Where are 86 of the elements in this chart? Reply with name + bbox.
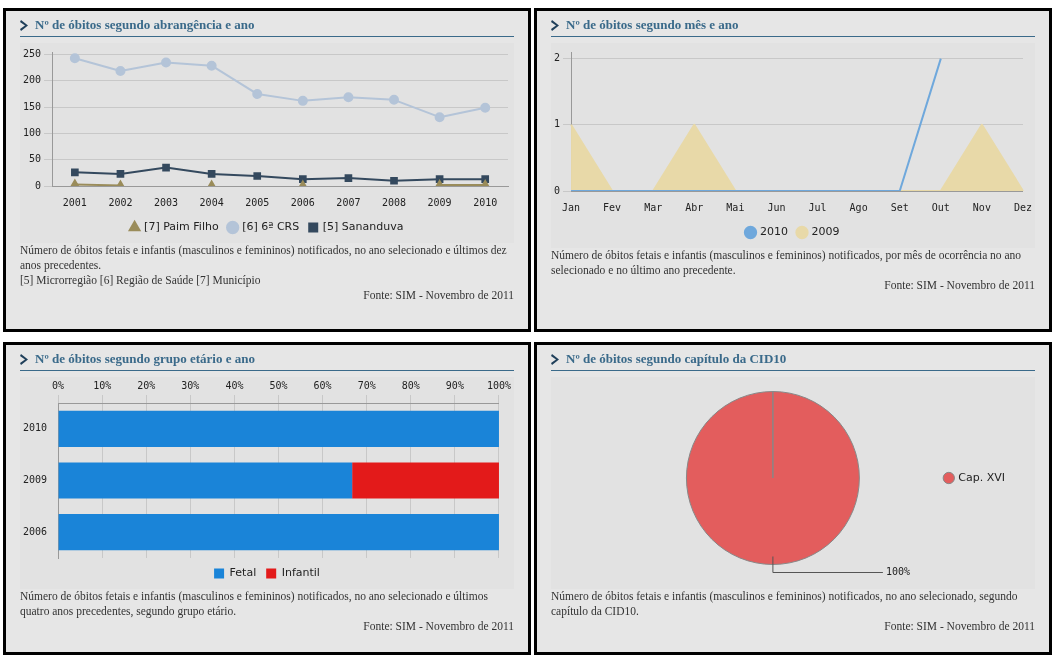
- point: [162, 163, 170, 172]
- text: Número de óbitos fetais e infantis (masculinos e femininos) notificados, no ano selecionado e últimos quatro anos precedentes, segundo grupo etário.: [20, 589, 489, 619]
- legend-label: 2010: [760, 225, 789, 239]
- y-tick-label: 100: [23, 127, 42, 139]
- legend-label: Cap. XVI: [958, 470, 1005, 484]
- x-tick-label: 50%: [269, 379, 288, 391]
- chart-title: Nº de óbitos segundo capítulo da CID10: [566, 351, 787, 367]
- legend-label: 2009: [811, 225, 840, 239]
- chart-title: Nº de óbitos segundo abrangência e ano: [35, 17, 255, 33]
- x-tick-label: Jun: [767, 201, 786, 213]
- y-tick-label: 2009: [22, 474, 48, 486]
- text: [5] Microrregião [6] Região de Saúde [7] Município: [20, 273, 262, 288]
- x-tick-label: Fev: [603, 201, 622, 213]
- text: Número de óbitos fetais e infantis (masculinos e femininos) notificados, por mês de ocorrência no ano selecionado e no último ano precedente.: [551, 248, 1023, 278]
- x-tick-label: 2007: [336, 196, 361, 208]
- x-tick-label: 2010: [473, 196, 498, 208]
- point: [253, 172, 262, 180]
- point: [115, 65, 126, 76]
- point: [390, 176, 398, 185]
- point: [70, 179, 80, 186]
- x-tick-label: 10%: [93, 379, 112, 391]
- point: [69, 53, 80, 64]
- point: [252, 89, 263, 100]
- point: [161, 57, 172, 68]
- y-tick-label: 2010: [22, 422, 48, 434]
- x-tick-label: 90%: [445, 379, 464, 391]
- point: [297, 95, 308, 106]
- y-tick-label: 2: [553, 52, 561, 64]
- x-tick-label: Jul: [808, 201, 827, 213]
- x-tick-label: 20%: [137, 379, 156, 391]
- x-tick-label: 2005: [245, 196, 270, 208]
- x-tick-label: Jan: [561, 201, 581, 213]
- source-note: Fonte: SIM - Novembro de 2011: [362, 619, 514, 634]
- y-tick-label: 250: [23, 48, 42, 60]
- x-tick-label: Mai: [726, 201, 745, 213]
- text: Número de óbitos fetais e infantis (masculinos e femininos) notificados, no ano selecionado, segundo capítulo da CID10.: [551, 589, 1019, 619]
- x-tick-label: 2009: [427, 196, 452, 208]
- y-tick-label: 1: [553, 118, 561, 130]
- x-tick-label: 2006: [290, 196, 315, 208]
- point: [480, 102, 491, 113]
- x-tick-label: 2008: [381, 196, 407, 208]
- point: [343, 92, 354, 103]
- source-note: Fonte: SIM - Novembro de 2011: [883, 278, 1035, 293]
- y-tick-label: 0: [35, 179, 42, 191]
- point: [389, 94, 400, 105]
- x-tick-label: Dez: [1013, 201, 1032, 213]
- data-label: 100%: [885, 566, 910, 578]
- y-tick-label: 2006: [22, 525, 48, 537]
- x-tick-label: 70%: [357, 379, 376, 391]
- x-tick-label: 2003: [154, 196, 179, 208]
- chart-title: Nº de óbitos segundo grupo etário e ano: [35, 351, 255, 367]
- point: [116, 170, 125, 178]
- x-tick-label: Out: [931, 201, 950, 213]
- legend-label: [5] Sananduva: [322, 220, 404, 234]
- y-tick-label: 50: [29, 153, 42, 165]
- y-tick-label: 200: [23, 74, 42, 86]
- legend-label: [7] Paim Filho: [144, 220, 219, 234]
- y-tick-label: 150: [23, 100, 42, 112]
- x-tick-label: 100%: [486, 379, 512, 391]
- point: [71, 168, 79, 177]
- point: [344, 174, 353, 182]
- y-tick-label: 0: [553, 184, 561, 196]
- x-tick-label: 2004: [199, 196, 224, 208]
- x-tick-label: 2001: [62, 196, 87, 208]
- x-tick-label: Set: [890, 201, 909, 213]
- chart-title: Nº de óbitos segundo mês e ano: [566, 17, 739, 33]
- x-tick-label: Abr: [685, 201, 704, 213]
- legend-label: [6] 6ª CRS: [242, 220, 300, 234]
- text: Número de óbitos fetais e infantis (masculinos e femininos) notificados, no ano selecionado e últimos dez anos precedentes.: [20, 243, 508, 273]
- point: [207, 170, 216, 178]
- x-tick-label: 60%: [313, 379, 332, 391]
- x-tick-label: Nov: [972, 201, 991, 213]
- source-note: Fonte: SIM - Novembro de 2011: [362, 288, 514, 303]
- x-tick-label: 40%: [225, 379, 244, 391]
- x-tick-label: Mar: [644, 201, 663, 213]
- point: [299, 175, 307, 183]
- source-note: Fonte: SIM - Novembro de 2011: [883, 619, 1035, 634]
- x-tick-label: 80%: [401, 379, 420, 391]
- x-tick-label: 2002: [108, 196, 133, 208]
- x-tick-label: 30%: [181, 379, 200, 391]
- x-tick-label: 0%: [52, 379, 65, 391]
- point: [206, 60, 217, 71]
- point: [434, 112, 445, 123]
- legend-label: Fetal: [229, 566, 257, 580]
- x-tick-label: Ago: [849, 201, 868, 213]
- legend-label: Infantil: [281, 566, 320, 580]
